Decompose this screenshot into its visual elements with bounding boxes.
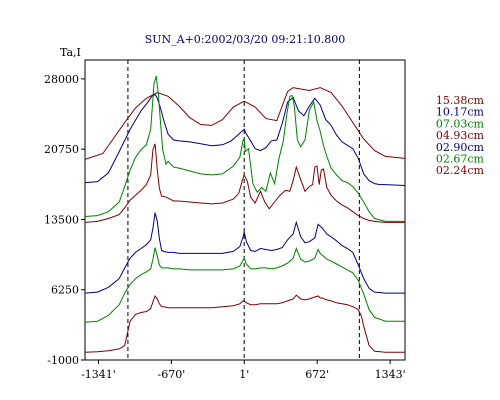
x-tick-label-2: 1' [239,368,249,381]
legend-entry-02.90cm: 02.90cm [436,141,485,154]
series-line-02.67cm [84,247,405,323]
legend-entry-10.17cm: 10.17cm [436,106,485,119]
x-tick-label-1: -670' [158,368,186,381]
series-line-15.38cm [84,87,406,160]
reference-lines [127,60,360,360]
legend-entry-02.24cm: 02.24cm [436,164,485,177]
x-tick-label-4: 1343' [375,368,406,381]
y-axis-label: Ta,I [60,46,81,59]
series-layer [84,75,406,353]
series-line-10.17cm [84,93,406,186]
plot-area-frame [84,59,406,361]
y-tick-label-3: 20750 [44,143,79,156]
axes-layer: -1000 6250 13500 20750 28000 -1341' -670' 1' 672… [44,73,406,381]
y-tick-label-2: 13500 [44,213,79,226]
y-tick-label-1: 6250 [51,284,79,297]
legend-entry-02.67cm: 02.67cm [436,153,485,166]
legend-entry-15.38cm: 15.38cm [436,94,485,107]
series-line-02.24cm [84,294,405,353]
chart-title: SUN_A+0:2002/03/20 09:21:10.800 [145,33,346,46]
series-line-07.03cm [84,75,405,222]
series-line-02.90cm [84,212,405,294]
legend-entry-07.03cm: 07.03cm [436,117,485,130]
y-tick-label-4: 28000 [44,73,79,86]
x-tick-label-0: -1341' [81,368,116,381]
legend: 15.38cm10.17cm07.03cm04.93cm02.90cm02.67… [436,94,485,177]
x-tick-label-3: 672' [305,368,329,381]
legend-entry-04.93cm: 04.93cm [436,129,485,142]
series-line-04.93cm [84,143,405,223]
y-tick-label-0: -1000 [47,354,79,367]
